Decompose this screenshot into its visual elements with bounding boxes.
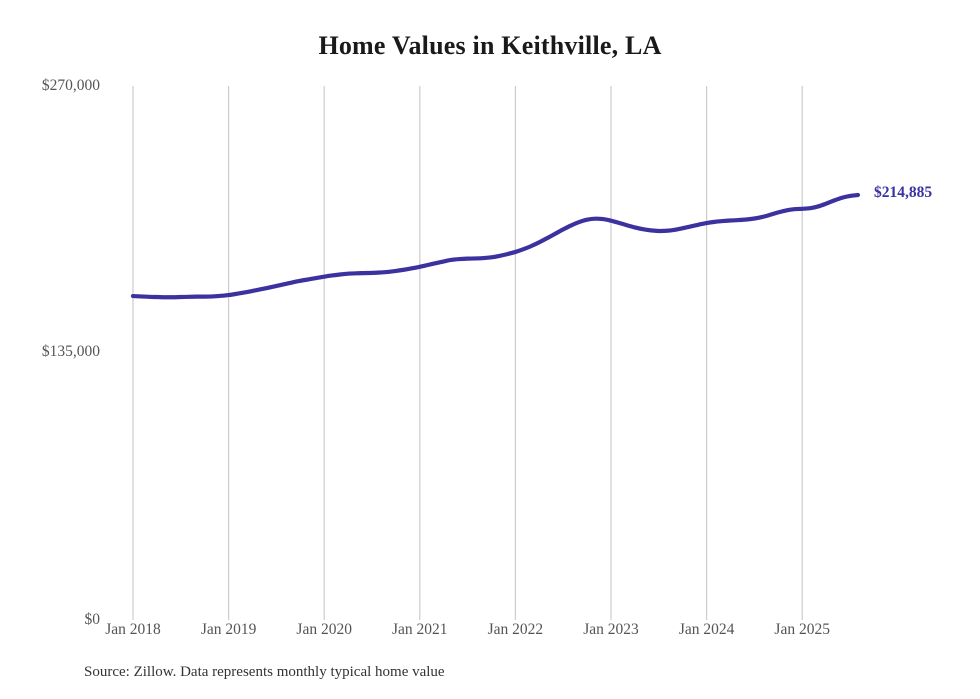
chart-source-caption: Source: Zillow. Data represents monthly …	[84, 664, 445, 680]
x-axis-tick-label: Jan 2023	[583, 621, 639, 638]
x-axis-tick-label: Jan 2022	[487, 621, 544, 638]
x-axis-tick-label: Jan 2021	[392, 621, 448, 638]
x-axis-tick-label: Jan 2025	[774, 621, 830, 638]
x-axis-tick-label: Jan 2018	[105, 621, 161, 638]
gridlines-group	[132, 86, 803, 620]
endpoint-value-label: $214,885	[873, 184, 933, 201]
y-axis-tick-label-top: $270,000	[41, 77, 100, 94]
home-value-line-series	[130, 192, 861, 300]
y-axis-tick-label-mid: $135,000	[41, 343, 100, 360]
y-axis-tick-label-zero: $0	[84, 611, 101, 628]
x-axis-tick-label: Jan 2019	[200, 621, 257, 638]
x-axis-tick-label: Jan 2020	[296, 621, 352, 638]
chart-title: Home Values in Keithville, LA	[318, 31, 662, 60]
x-axis-tick-label: Jan 2024	[678, 621, 735, 638]
